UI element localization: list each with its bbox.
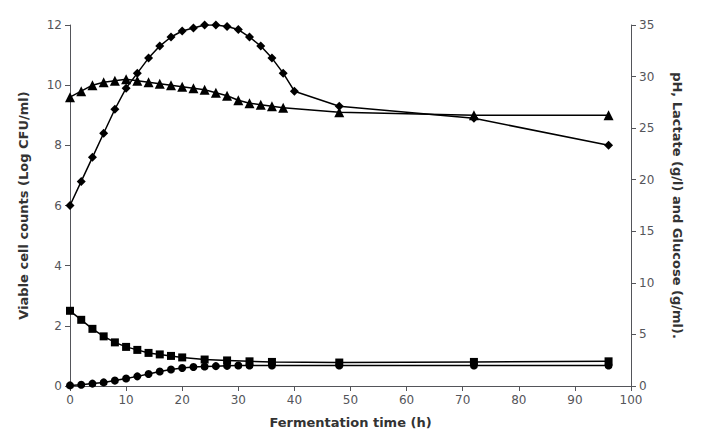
svg-text:12: 12 bbox=[47, 18, 62, 32]
svg-text:40: 40 bbox=[287, 393, 302, 407]
svg-text:20: 20 bbox=[175, 393, 190, 407]
svg-text:Fermentation time (h): Fermentation time (h) bbox=[269, 415, 431, 430]
svg-text:8: 8 bbox=[54, 138, 62, 152]
svg-text:60: 60 bbox=[399, 393, 414, 407]
svg-text:pH, Lactate (g/l) and Glucose: pH, Lactate (g/l) and Glucose (g/ml). bbox=[670, 72, 685, 339]
svg-text:70: 70 bbox=[455, 393, 470, 407]
svg-text:5: 5 bbox=[639, 327, 647, 341]
svg-text:4: 4 bbox=[54, 259, 62, 273]
svg-text:25: 25 bbox=[639, 121, 654, 135]
svg-text:90: 90 bbox=[567, 393, 582, 407]
svg-text:100: 100 bbox=[620, 393, 643, 407]
svg-text:2: 2 bbox=[54, 319, 62, 333]
svg-text:30: 30 bbox=[639, 70, 654, 84]
svg-text:30: 30 bbox=[231, 393, 246, 407]
svg-text:20: 20 bbox=[639, 173, 654, 187]
svg-text:10: 10 bbox=[118, 393, 133, 407]
svg-text:35: 35 bbox=[639, 18, 654, 32]
svg-text:50: 50 bbox=[343, 393, 358, 407]
svg-text:80: 80 bbox=[511, 393, 526, 407]
svg-text:0: 0 bbox=[639, 379, 647, 393]
svg-text:10: 10 bbox=[47, 78, 62, 92]
svg-text:Viable cell counts (Log CFU/ml: Viable cell counts (Log CFU/ml) bbox=[16, 91, 31, 319]
svg-text:0: 0 bbox=[66, 393, 74, 407]
svg-text:15: 15 bbox=[639, 224, 654, 238]
svg-text:6: 6 bbox=[54, 199, 62, 213]
svg-text:10: 10 bbox=[639, 276, 654, 290]
svg-text:0: 0 bbox=[54, 379, 62, 393]
